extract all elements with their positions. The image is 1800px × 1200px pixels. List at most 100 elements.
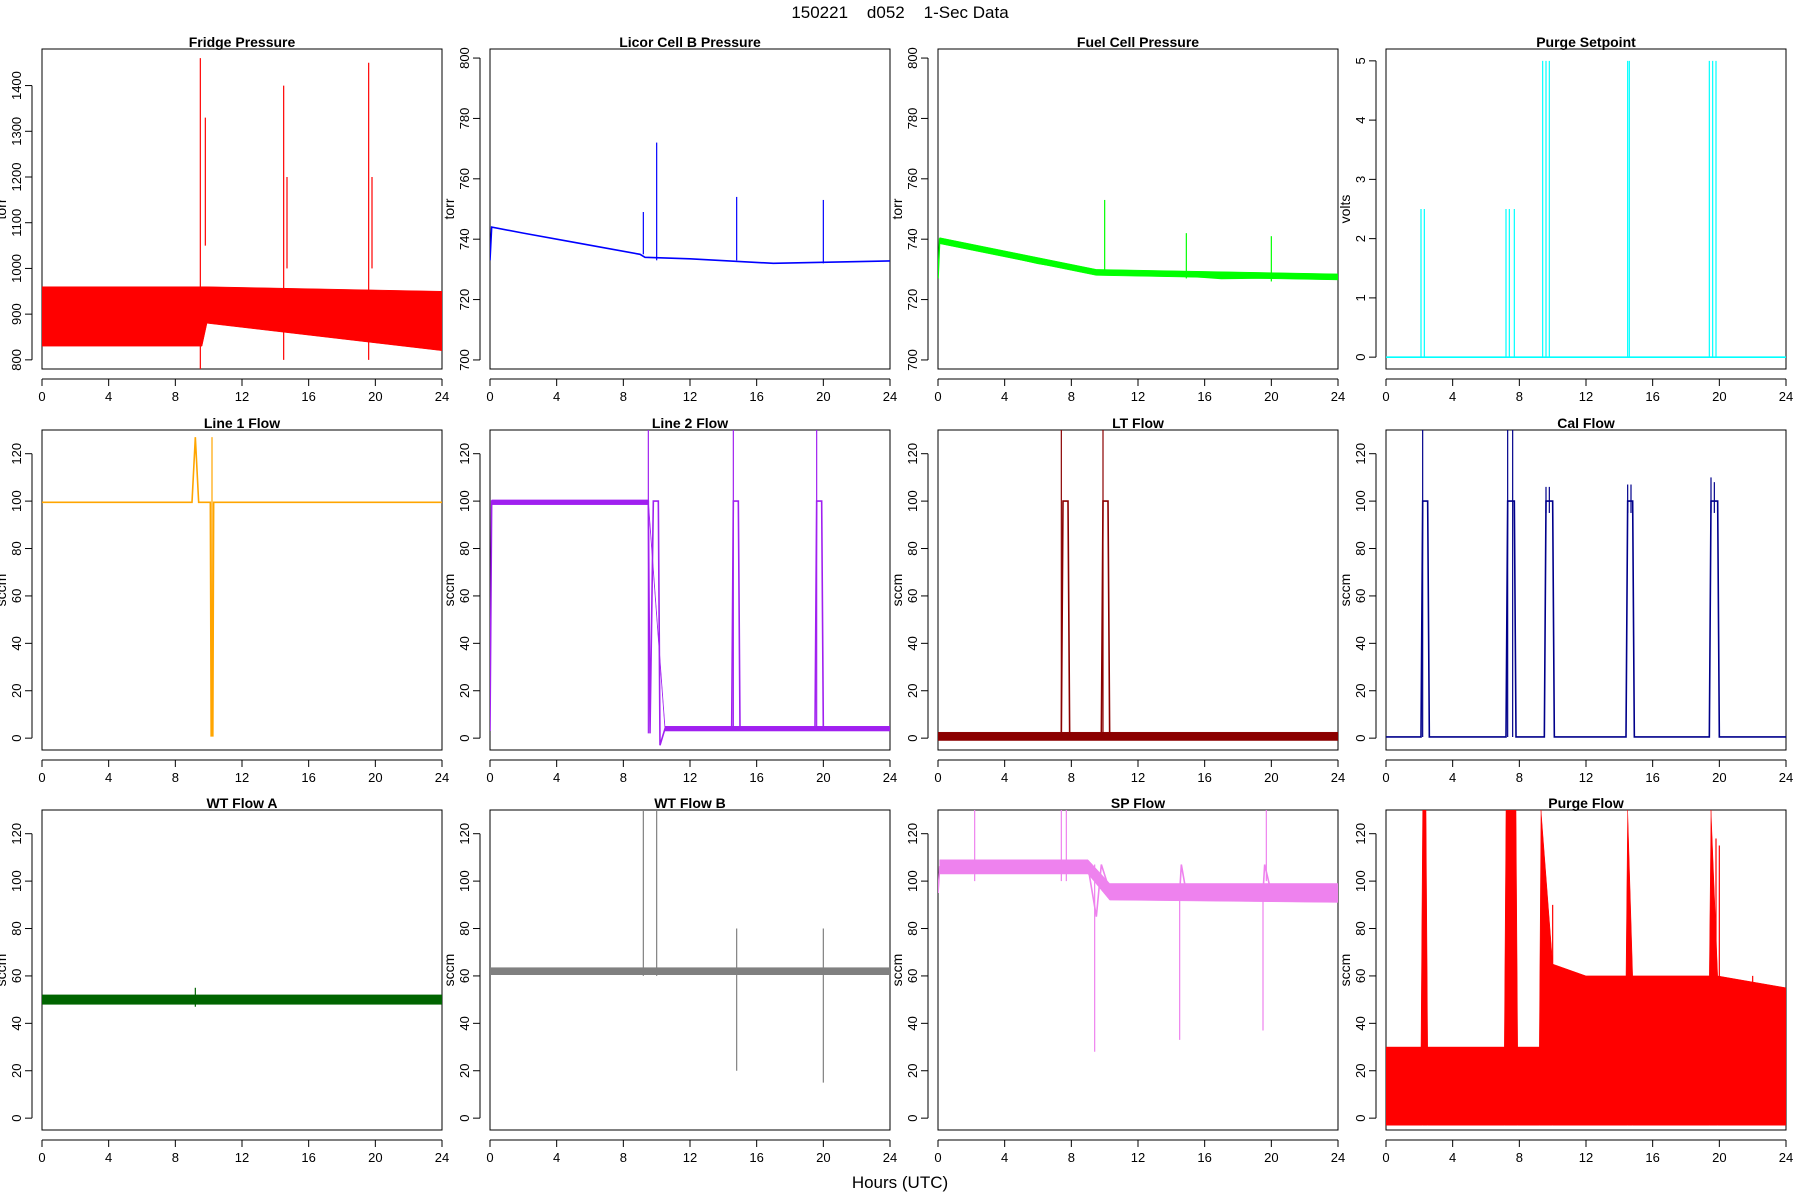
plot-frame	[1385, 809, 1787, 1131]
panel-12: Purge Flow sccm 0 4 8 12 16 20 24 0 20 40 60 80 100 120	[1337, 795, 1793, 1165]
x-tick-label: 24	[883, 389, 897, 404]
panel-7: LT Flow sccm 0 4 8 12 16 20 24 0 20 40 60 80 100 120	[889, 415, 1345, 785]
y-tick-label: 0	[1353, 735, 1368, 742]
x-tick-label: 12	[1579, 770, 1593, 785]
y-axis-label: sccm	[1337, 574, 1353, 607]
y-tick-label: 80	[457, 541, 472, 555]
y-tick-label: 760	[457, 168, 472, 190]
y-tick-label: 120	[905, 443, 920, 465]
y-tick-label: 120	[457, 823, 472, 845]
y-tick-label: 80	[1353, 921, 1368, 935]
x-tick-label: 4	[553, 1150, 560, 1165]
x-tick-label: 4	[1449, 1150, 1456, 1165]
x-tick-label: 12	[683, 1150, 697, 1165]
y-tick-label: 40	[1353, 636, 1368, 650]
x-tick-label: 8	[172, 770, 179, 785]
x-tick-label: 8	[620, 1150, 627, 1165]
x-tick-label: 24	[435, 1150, 449, 1165]
x-tick-label: 16	[749, 1150, 763, 1165]
y-tick-label: 60	[905, 589, 920, 603]
panel-title: Cal Flow	[1557, 415, 1615, 431]
plot-area	[42, 987, 442, 1007]
plot-frame	[489, 429, 891, 751]
x-tick-label: 12	[683, 389, 697, 404]
plot-area	[490, 430, 890, 746]
plot-area	[1386, 810, 1786, 1126]
panel-5: Line 1 Flow sccm 0 4 8 12 16 20 24 0 20 40 60 80 100 12…	[0, 415, 449, 785]
x-tick-label: 16	[301, 1150, 315, 1165]
x-tick-label: 8	[172, 1150, 179, 1165]
y-tick-label: 120	[457, 443, 472, 465]
x-tick-label: 12	[235, 770, 249, 785]
y-tick-label: 100	[9, 490, 24, 512]
x-tick-label: 0	[1382, 1150, 1389, 1165]
panel-title: WT Flow A	[206, 795, 277, 811]
y-tick-label: 740	[905, 228, 920, 250]
y-tick-label: 1200	[9, 163, 24, 192]
plot-frame	[937, 809, 1339, 1131]
panel-title: SP Flow	[1111, 795, 1165, 811]
series-noise-band	[1386, 810, 1786, 1126]
y-tick-label: 700	[457, 349, 472, 371]
x-tick-label: 24	[1779, 389, 1793, 404]
plot-area	[1386, 60, 1786, 358]
y-tick-label: 80	[457, 921, 472, 935]
x-tick-label: 24	[1779, 770, 1793, 785]
x-tick-label: 20	[816, 770, 830, 785]
x-tick-label: 24	[1331, 389, 1345, 404]
x-tick-label: 8	[620, 389, 627, 404]
plot-frame	[41, 48, 443, 370]
y-tick-label: 1300	[9, 117, 24, 146]
plot-frame	[41, 429, 443, 751]
y-tick-label: 1400	[9, 71, 24, 100]
plot-area	[490, 810, 890, 1083]
x-tick-label: 24	[883, 770, 897, 785]
series-line	[938, 238, 1338, 280]
x-tick-label: 16	[1197, 1150, 1211, 1165]
y-tick-label: 3	[1353, 176, 1368, 183]
x-tick-label: 20	[368, 770, 382, 785]
x-tick-label: 8	[172, 389, 179, 404]
x-tick-label: 4	[553, 389, 560, 404]
panel-3: Fuel Cell Pressure torr 0 4 8 12 16 20 24 700 720 7…	[889, 34, 1345, 404]
series-line	[490, 500, 890, 746]
y-tick-label: 0	[457, 735, 472, 742]
figure-title: 150221 d052 1-Sec Data	[791, 3, 1009, 22]
y-tick-label: 0	[9, 1115, 24, 1122]
panel-9: WT Flow A sccm 0 4 8 12 16 20 24 0 20 40 60 80 100 120	[0, 795, 449, 1165]
y-tick-label: 120	[9, 823, 24, 845]
figure-xlabel: Hours (UTC)	[852, 1173, 948, 1192]
plot-area	[42, 437, 442, 737]
x-tick-label: 12	[1131, 1150, 1145, 1165]
y-tick-label: 80	[1353, 541, 1368, 555]
y-tick-label: 60	[457, 589, 472, 603]
panel-2: Licor Cell B Pressure torr 0 4 8 12 16 20 24 700 7…	[441, 34, 897, 404]
y-tick-label: 100	[457, 870, 472, 892]
y-tick-label: 40	[457, 1016, 472, 1030]
y-tick-label: 100	[1353, 490, 1368, 512]
y-tick-label: 100	[9, 870, 24, 892]
panel-title: Fuel Cell Pressure	[1077, 34, 1199, 50]
x-tick-label: 8	[1068, 770, 1075, 785]
y-tick-label: 40	[905, 636, 920, 650]
x-tick-label: 0	[38, 770, 45, 785]
x-tick-label: 24	[1331, 1150, 1345, 1165]
y-tick-label: 720	[905, 289, 920, 311]
y-tick-label: 40	[457, 636, 472, 650]
x-tick-label: 24	[435, 770, 449, 785]
plot-area	[1386, 430, 1786, 738]
x-tick-label: 0	[1382, 770, 1389, 785]
y-tick-label: 20	[457, 1064, 472, 1078]
x-tick-label: 4	[1001, 389, 1008, 404]
series-line	[42, 437, 442, 737]
x-tick-label: 8	[1068, 1150, 1075, 1165]
x-tick-label: 24	[1779, 1150, 1793, 1165]
y-tick-label: 60	[9, 589, 24, 603]
y-axis-label: sccm	[1337, 954, 1353, 987]
y-tick-label: 780	[457, 108, 472, 130]
x-tick-label: 20	[1712, 389, 1726, 404]
y-tick-label: 700	[905, 349, 920, 371]
panel-title: Purge Flow	[1548, 795, 1624, 811]
